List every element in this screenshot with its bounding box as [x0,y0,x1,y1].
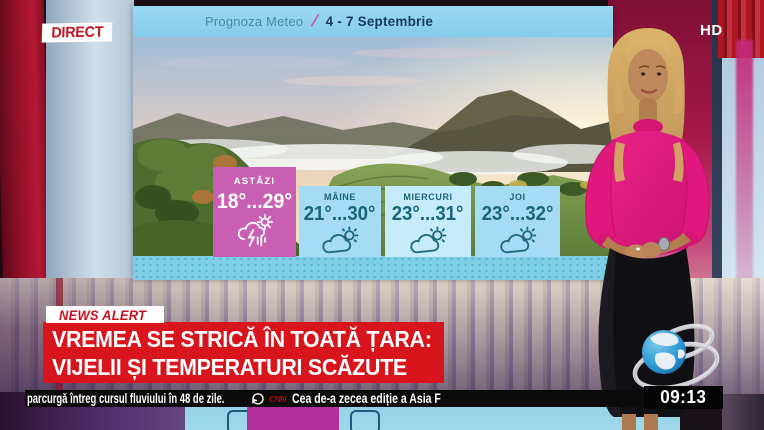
sun-cloud-icon [410,226,447,254]
dotted-strip [133,256,613,280]
studio-left-gray-panel [46,0,134,288]
studio-floor-right [722,394,764,430]
video-wall-shape [350,410,380,430]
card-day-label: ASTĂZI [233,176,276,187]
studio-right-navy-strip [712,0,722,300]
card-day-label: MIERCURI [403,192,453,202]
ticker-story-right: Cea de-a zecea ediție a Asia F [292,391,441,406]
headline-banner: VREMEA SE STRICĂ ÎN TOATĂ ȚARA: VIJELII … [43,322,444,383]
news-ticker: parcurgă întreg cursul fluviului în 48 d… [25,390,723,407]
card-temp: 18°...29° [216,190,293,213]
card-temp: 23°...31° [392,203,464,225]
slash-separator-icon: / [310,12,319,30]
panel-title: Prognoza Meteo [205,14,304,29]
direct-badge: DIRECT [41,22,113,43]
forecast-card-miercuri: MIERCURI 23°...31° [385,186,471,257]
storm-rain-sun-icon [237,214,273,247]
hd-badge: HD [700,22,723,39]
globe-refresh-icon [252,393,264,405]
sun-cloud-icon [322,226,359,254]
card-day-label: MÂINE [324,192,356,202]
sun-cloud-icon [499,226,536,254]
presenter [585,28,710,430]
cnn-logo: CNN [269,394,286,404]
forecast-card-today: ASTĂZI 18°...29° [213,167,296,257]
news-alert-badge: NEWS ALERT [46,306,164,323]
weather-panel-header: Prognoza Meteo / 4 - 7 Septembrie [133,6,613,37]
panel-date-range: 4 - 7 Septembrie [325,14,434,29]
card-temp: 21°...30° [304,203,376,225]
news-alert-label: NEWS ALERT [59,306,147,323]
card-temp: 23°...32° [481,203,554,225]
studio-right-magenta-stripe [736,40,753,295]
headline-line1: VREMEA SE STRICĂ ÎN TOATĂ ȚARA: [52,326,432,352]
clock: 09:13 [644,386,723,409]
clock-time: 09:13 [660,387,707,407]
forecast-card-maine: MÂINE 21°...30° [299,186,381,257]
forecast-card-joi: JOI 23°...32° [475,186,560,257]
headline-line2: VIJELII ȘI TEMPERATURI SCĂZUTE [52,354,407,380]
ticker-story-left: parcurgă întreg cursul fluviului în 48 d… [27,391,225,406]
direct-badge-label: DIRECT [50,23,104,42]
card-day-label: JOI [509,192,526,202]
antena3-globe-logo [632,323,720,391]
